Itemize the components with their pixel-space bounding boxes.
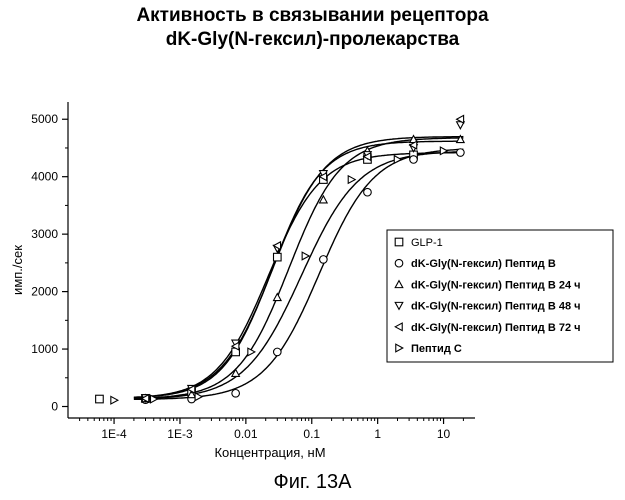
legend: GLP-1 dK-Gly(N-гексил) Пептид B dK-Gly(N-г… — [387, 230, 613, 362]
plot-area: 0100020003000400050001E-41E-30.010.1110 … — [0, 0, 625, 470]
x-tick-label: 0.1 — [303, 427, 320, 441]
figure-caption: Фиг. 13А — [0, 470, 625, 494]
legend-label-1: GLP-1 — [411, 237, 443, 249]
y-axis-label: имп./сек — [10, 245, 25, 295]
data-point-series-3 — [232, 369, 240, 376]
data-point-series-1 — [96, 395, 104, 403]
data-point-series-2 — [410, 156, 418, 164]
y-tick-label: 5000 — [31, 112, 58, 126]
data-point-series-2 — [457, 149, 465, 157]
x-tick-label: 1E-4 — [101, 427, 127, 441]
data-point-series-2 — [232, 389, 240, 397]
x-axis-label: Концентрация, нМ — [214, 445, 325, 460]
y-tick-label: 2000 — [31, 285, 58, 299]
y-tick-label: 0 — [51, 400, 58, 414]
data-point-series-3 — [274, 294, 282, 301]
legend-label-2: dK-Gly(N-гексил) Пептид B — [411, 258, 556, 270]
data-point-series-2 — [320, 256, 328, 264]
x-tick-label: 0.01 — [234, 427, 258, 441]
legend-label-6: Пептид C — [411, 343, 462, 355]
data-point-series-6 — [302, 252, 309, 260]
data-point-series-6 — [195, 393, 202, 401]
legend-label-5: dK-Gly(N-гексил) Пептид B 72 ч — [411, 322, 581, 334]
legend-label-4: dK-Gly(N-гексил) Пептид B 48 ч — [411, 301, 581, 313]
data-point-series-2 — [274, 348, 282, 356]
x-tick-label: 1E-3 — [167, 427, 193, 441]
data-point-series-6 — [111, 396, 118, 404]
data-point-series-1 — [274, 253, 282, 261]
y-tick-label: 1000 — [31, 342, 58, 356]
data-point-series-2 — [364, 188, 372, 196]
x-tick-label: 1 — [374, 427, 381, 441]
x-tick-label: 10 — [437, 427, 451, 441]
legend-marker-1 — [395, 238, 403, 246]
legend-label-3: dK-Gly(N-гексил) Пептид B 24 ч — [411, 279, 581, 291]
data-point-series-6 — [348, 176, 355, 184]
y-tick-label: 4000 — [31, 170, 58, 184]
y-tick-label: 3000 — [31, 227, 58, 241]
legend-marker-2 — [395, 259, 403, 267]
